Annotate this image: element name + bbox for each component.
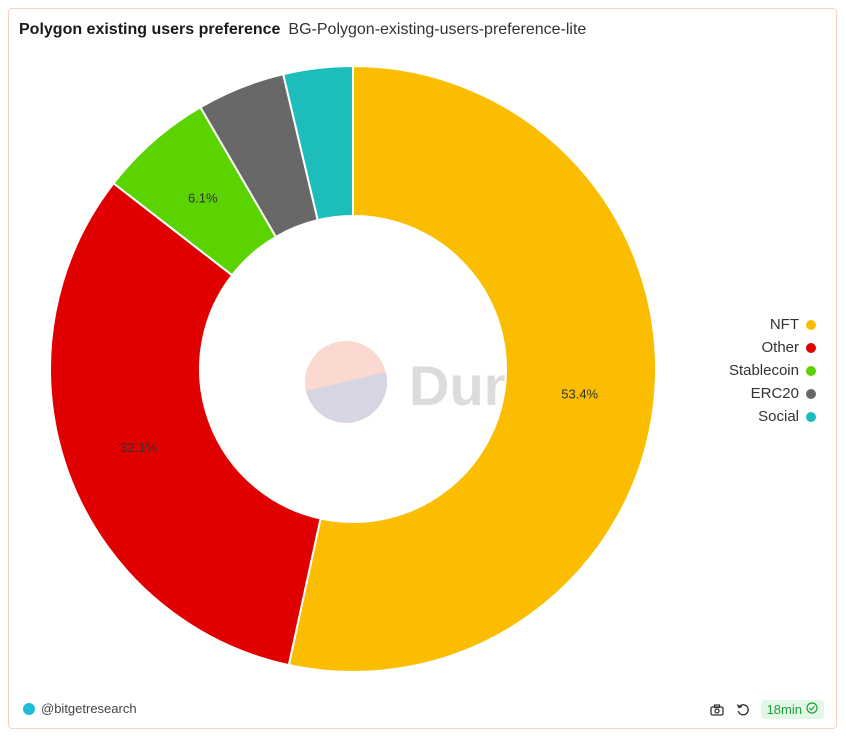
legend-label: NFT xyxy=(769,316,799,333)
legend-label: Social xyxy=(758,408,799,425)
slice-nft[interactable] xyxy=(287,64,657,673)
legend-swatch xyxy=(806,319,816,330)
author-avatar xyxy=(23,702,35,715)
legend-item-stablecoin[interactable]: Stablecoin xyxy=(729,359,816,382)
dune-logo-lower xyxy=(306,372,388,423)
refresh-status-badge[interactable]: 18min xyxy=(760,700,824,719)
legend-swatch xyxy=(806,365,816,376)
donut-chart: Dune 53.4%32.1%6.1% xyxy=(49,64,657,673)
chart-legend: NFT Other Stablecoin ERC20 Social xyxy=(729,313,816,428)
legend-item-social[interactable]: Social xyxy=(729,405,816,428)
legend-label: ERC20 xyxy=(750,385,799,402)
slice-other[interactable] xyxy=(49,181,322,667)
legend-item-erc20[interactable]: ERC20 xyxy=(729,382,816,405)
data-label-stablecoin: 6.1% xyxy=(188,191,218,206)
data-label-nft: 53.4% xyxy=(561,386,598,401)
legend-swatch xyxy=(806,411,816,422)
slice-social[interactable] xyxy=(281,64,354,222)
author-link[interactable]: @bitgetresearch xyxy=(23,701,137,716)
query-name[interactable]: BG-Polygon-existing-users-preference-lit… xyxy=(288,21,587,38)
camera-icon[interactable] xyxy=(709,702,725,718)
check-circle-icon xyxy=(806,702,818,717)
legend-swatch xyxy=(806,342,816,353)
chart-card: Polygon existing users preference BG-Poly… xyxy=(8,8,837,729)
data-label-other: 32.1% xyxy=(120,440,157,455)
legend-item-nft[interactable]: NFT xyxy=(729,313,816,336)
refresh-age: 18min xyxy=(766,702,802,717)
footer-actions: 18min xyxy=(709,700,824,719)
author-name[interactable]: @bitgetresearch xyxy=(41,701,137,716)
chart-header: Polygon existing users preference BG-Poly… xyxy=(19,21,586,39)
legend-label: Stablecoin xyxy=(728,362,799,379)
legend-label: Other xyxy=(761,339,799,356)
legend-item-other[interactable]: Other xyxy=(729,336,816,359)
chart-title: Polygon existing users preference xyxy=(19,21,281,38)
refresh-icon[interactable] xyxy=(735,702,751,718)
legend-swatch xyxy=(806,388,816,399)
